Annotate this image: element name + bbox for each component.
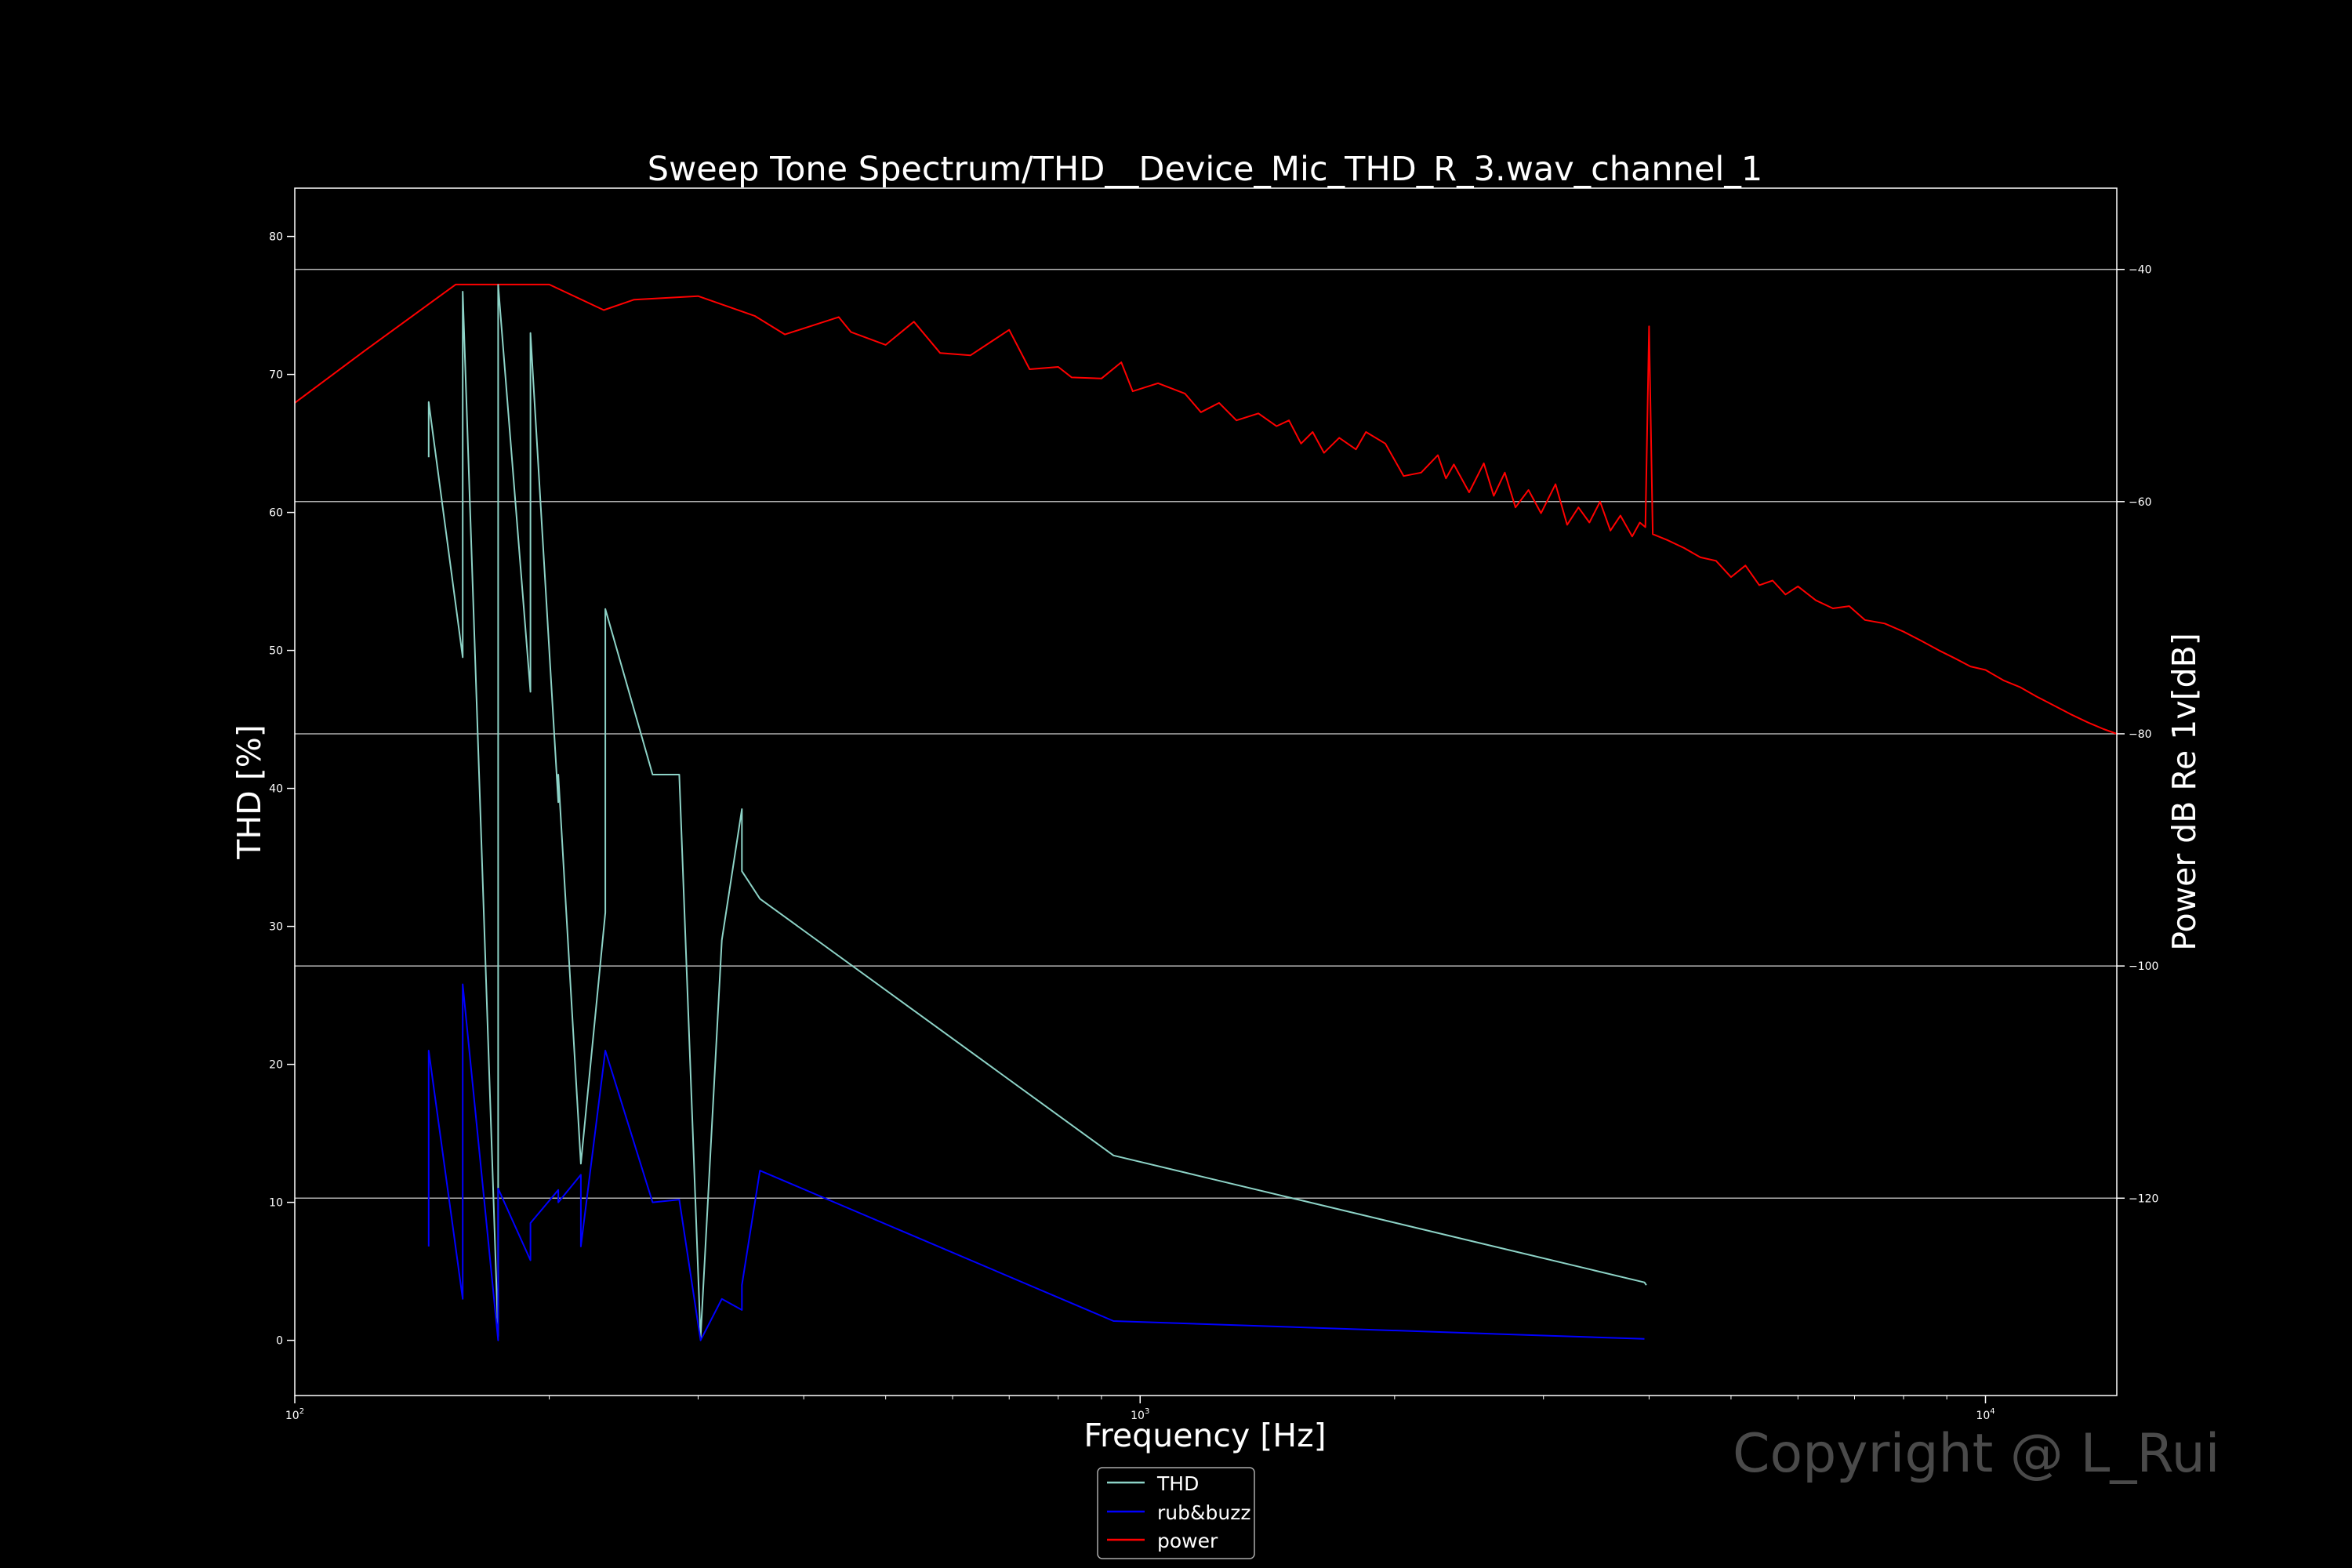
series-line-rub-buzz — [427, 983, 1645, 1341]
legend-label-power: power — [1157, 1530, 1218, 1552]
plot-area-frame — [294, 187, 2118, 1396]
legend-label-thd: THD — [1156, 1472, 1199, 1495]
copyright-watermark: Copyright @ L_Rui — [1733, 1423, 2220, 1485]
right-tick-label--60: −60 — [2129, 496, 2152, 509]
right-tick-label--120: −120 — [2129, 1192, 2158, 1205]
left-tick-label-60: 60 — [269, 507, 283, 520]
chart-title: Sweep Tone Spectrum/THD__Device_Mic_THD_… — [648, 150, 1762, 189]
x-tick-label-1000: 103 — [1131, 1407, 1149, 1422]
left-tick-label-30: 30 — [269, 921, 283, 934]
right-axis-ticks: −40 −60 −80 −100 −120 — [2117, 264, 2158, 1205]
x-axis-label: Frequency [Hz] — [1083, 1417, 1326, 1454]
legend-label-rub-buzz: rub&buzz — [1157, 1501, 1250, 1524]
legend: THD rub&buzz power — [1097, 1467, 1255, 1559]
left-tick-label-0: 0 — [276, 1335, 283, 1348]
left-tick-label-50: 50 — [269, 645, 283, 658]
right-tick-label--80: −80 — [2129, 728, 2152, 741]
series-line-thd — [427, 284, 1647, 1339]
legend-box — [1097, 1467, 1255, 1559]
series-lines — [294, 283, 2118, 1341]
y-axis-label-left: THD [%] — [230, 724, 268, 859]
right-tick-label--100: −100 — [2129, 960, 2158, 973]
x-tick-label-100: 102 — [285, 1407, 304, 1422]
left-axis-ticks: 0 10 20 30 40 50 60 70 80 — [269, 231, 295, 1348]
series-line-power — [294, 283, 2118, 735]
x-axis-ticks: 102 103 104 — [285, 1396, 1995, 1422]
left-tick-label-40: 40 — [269, 783, 283, 796]
left-tick-label-70: 70 — [269, 369, 283, 382]
grid-lines — [295, 268, 2117, 1200]
x-tick-label-10000: 104 — [1976, 1407, 1994, 1422]
left-tick-label-20: 20 — [269, 1059, 283, 1072]
y-axis-label-right: Power dB Re 1v[dB] — [2165, 633, 2203, 951]
left-tick-label-80: 80 — [269, 231, 283, 244]
left-tick-label-10: 10 — [269, 1197, 283, 1210]
right-tick-label--40: −40 — [2129, 264, 2152, 277]
